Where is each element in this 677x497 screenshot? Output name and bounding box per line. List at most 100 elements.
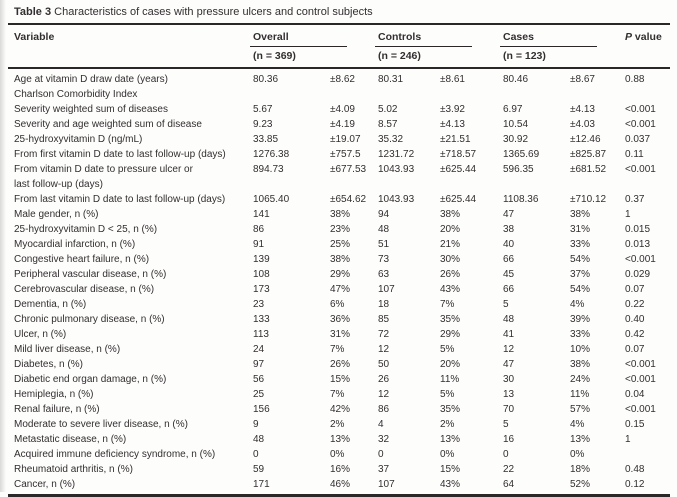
cell-value: 7% — [330, 344, 345, 355]
cell-value: 38% — [570, 359, 591, 370]
cell-value: 26 — [378, 374, 390, 385]
table-row: Congestive heart failure, n (%) 139 38% 73 3… — [8, 252, 670, 267]
cell-value: 107 — [378, 284, 395, 295]
column-header-variable: Variable — [14, 31, 55, 43]
cell-value: 47 — [503, 359, 515, 370]
table-row: Peripheral vascular disease, n (%) 108 29%… — [8, 267, 670, 282]
row-label: Mild liver disease, n (%) — [14, 344, 121, 355]
cell-value: 5% — [440, 344, 455, 355]
cell-value: 0.88 — [625, 74, 645, 85]
cell-value: <0.001 — [625, 104, 656, 115]
cell-value: ±4.03 — [570, 119, 595, 130]
cell-value: 29% — [330, 269, 351, 280]
cell-value: 18% — [570, 464, 591, 475]
cell-value: 0.07 — [625, 284, 645, 295]
column-header-controls: Controls — [375, 31, 472, 47]
cell-value: 16% — [330, 464, 351, 475]
cell-value: 66 — [503, 284, 515, 295]
cell-value: 0.029 — [625, 269, 651, 280]
table-row: Chronic pulmonary disease, n (%) 133 36% 85… — [8, 312, 670, 327]
cell-value: 29% — [440, 329, 461, 340]
cell-value: 0.11 — [625, 149, 644, 160]
table-row: 25-hydroxyvitamin D (ng/mL) 33.85 ±19.07 35… — [8, 132, 670, 147]
cell-value: 139 — [253, 254, 270, 265]
cell-value: ±4.13 — [440, 119, 465, 130]
table-row: Acquired immune deficiency syndrome, n (… — [8, 447, 670, 462]
cell-value: 0.40 — [625, 314, 645, 325]
row-label: Hemiplegia, n (%) — [14, 389, 94, 400]
cell-value: 30 — [503, 374, 515, 385]
cell-value: 24 — [253, 344, 265, 355]
cell-value: 37% — [570, 269, 591, 280]
cell-value: 6.97 — [503, 104, 523, 115]
row-label: Rheumatoid arthritis, n (%) — [14, 464, 133, 475]
cell-value: 13% — [440, 434, 461, 445]
table-row: Hemiplegia, n (%) 25 7% 12 5% 13 11% 0.04 — [8, 387, 670, 402]
cell-value: 38 — [503, 224, 515, 235]
cell-value: 894.73 — [253, 164, 284, 175]
cell-value: 133 — [253, 314, 270, 325]
cell-value: 72 — [378, 329, 390, 340]
column-header-pvalue: P value — [625, 31, 662, 43]
row-label: From last vitamin D date to last follow-… — [14, 194, 226, 205]
cell-value: ±3.92 — [440, 104, 465, 115]
row-label: Charlson Comorbidity Index — [14, 89, 138, 100]
cell-value: ±8.67 — [570, 74, 595, 85]
cell-value: ±21.51 — [440, 134, 471, 145]
cell-value: 48 — [378, 224, 390, 235]
cell-value: 11% — [440, 374, 460, 385]
cell-value: 0.15 — [625, 419, 645, 430]
cell-value: 33.85 — [253, 134, 279, 145]
cell-value: 25% — [330, 239, 351, 250]
row-label: Severity weighted sum of diseases — [14, 104, 168, 115]
table-header: Variable Overall Controls Cases P value … — [8, 25, 670, 69]
cell-value: 12 — [503, 344, 515, 355]
cell-value: 20% — [440, 224, 461, 235]
cell-value: 22 — [503, 464, 515, 475]
cell-value: 13 — [503, 389, 515, 400]
cell-value: 41 — [503, 329, 515, 340]
cell-value: 8.57 — [378, 119, 398, 130]
cell-value: <0.001 — [625, 254, 656, 265]
cell-value: 0 — [378, 449, 384, 460]
cell-value: 31% — [330, 329, 351, 340]
cell-value: 38% — [330, 254, 351, 265]
cell-value: 35.32 — [378, 134, 404, 145]
cell-value: ±710.12 — [570, 194, 607, 205]
cell-value: 50 — [378, 359, 390, 370]
cell-value: 1365.69 — [503, 149, 540, 160]
cell-value: 45 — [503, 269, 515, 280]
cell-value: 12 — [378, 389, 390, 400]
cell-value: ±757.5 — [330, 149, 361, 160]
cell-value: <0.001 — [625, 374, 656, 385]
cell-value: 25 — [253, 389, 265, 400]
cell-value: 0.37 — [625, 194, 645, 205]
cell-value: 46% — [330, 479, 351, 490]
row-label: Ulcer, n (%) — [14, 329, 67, 340]
cell-value: 0.037 — [625, 134, 651, 145]
row-label: Male gender, n (%) — [14, 209, 99, 220]
cell-value: 0 — [503, 449, 509, 460]
cell-value: 20% — [440, 359, 461, 370]
cell-value: 107 — [378, 479, 395, 490]
header-row-labels: Variable Overall Controls Cases P value — [8, 31, 670, 47]
cell-value: 141 — [253, 209, 270, 220]
cell-value: 15% — [330, 374, 351, 385]
row-label: Cerebrovascular disease, n (%) — [14, 284, 155, 295]
cell-value: ±4.09 — [330, 104, 355, 115]
cell-value: <0.001 — [625, 164, 656, 175]
cell-value: ±8.62 — [330, 74, 355, 85]
cell-value: 54% — [570, 254, 591, 265]
cell-value: 2% — [440, 419, 455, 430]
cell-value: 24% — [570, 374, 591, 385]
cell-value: 59 — [253, 464, 265, 475]
cell-value: 48 — [503, 314, 515, 325]
cell-value: 4% — [570, 419, 585, 430]
cell-value: 40 — [503, 239, 515, 250]
header-row-counts: (n = 369) (n = 246) (n = 123) — [8, 50, 670, 62]
cell-value: 54% — [570, 284, 591, 295]
cell-value: ±4.19 — [330, 119, 355, 130]
cell-value: 70 — [503, 404, 515, 415]
table-row: From first vitamin D date to last follow… — [8, 147, 670, 162]
table-row: Renal failure, n (%) 156 42% 86 35% 70 57% <0.0… — [8, 402, 670, 417]
